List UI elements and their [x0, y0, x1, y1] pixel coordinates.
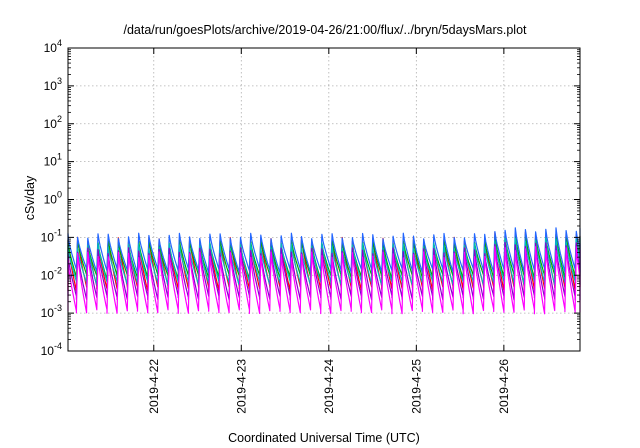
- x-axis-label: Coordinated Universal Time (UTC): [228, 431, 420, 445]
- series-line: [67, 246, 581, 315]
- ticks: 10-4 10-3 10-2 10-1 100 101 102 103 104 2019-4-22…: [41, 38, 580, 414]
- chart-title: /data/run/goesPlots/archive/2019-04-26/2…: [123, 23, 527, 37]
- y-tick-label: 103: [44, 76, 62, 93]
- y-tick-label: 10-1: [41, 227, 62, 244]
- series-layer: [67, 227, 581, 315]
- x-tick-label: 2019-4-25: [409, 359, 423, 414]
- y-axis-label: cSv/day: [23, 175, 37, 220]
- y-tick-label: 102: [44, 114, 62, 131]
- x-tick-label: 2019-4-23: [234, 359, 248, 414]
- y-tick-label: 101: [44, 152, 62, 169]
- y-tick-label: 10-4: [41, 341, 62, 358]
- y-tick-label: 10-3: [41, 303, 62, 320]
- y-tick-label: 10-2: [41, 265, 62, 282]
- y-tick-label: 104: [44, 38, 62, 55]
- y-tick-label: 100: [44, 190, 62, 207]
- x-tick-label: 2019-4-26: [497, 359, 511, 414]
- x-tick-label: 2019-4-22: [147, 359, 161, 414]
- x-tick-label: 2019-4-24: [322, 359, 336, 414]
